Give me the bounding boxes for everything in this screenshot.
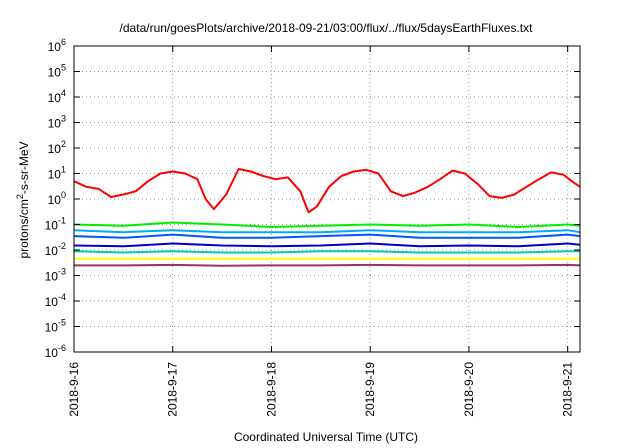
x-tick-label: 2018-9-19	[363, 362, 377, 417]
y-tick-base: 10	[45, 244, 59, 258]
y-tick-base: 10	[45, 346, 59, 360]
series-line-6	[73, 250, 580, 254]
y-tick-base: 10	[45, 321, 59, 335]
x-tick-label: 2018-9-18	[264, 362, 278, 417]
y-axis-label-sup: 2	[15, 194, 25, 199]
y-tick-labels: 10-610-510-410-310-210-11001011021031041…	[45, 37, 66, 360]
y-tick-exponent: -3	[58, 267, 66, 277]
x-tick-label: 2018-9-21	[561, 362, 575, 417]
y-tick-exponent: 1	[61, 165, 66, 175]
series-line-2	[73, 221, 581, 228]
y-tick-exponent: -6	[58, 343, 66, 353]
y-tick-label: 100	[48, 190, 66, 207]
y-tick-base: 10	[48, 66, 62, 80]
axis-ticks	[73, 45, 580, 353]
series-lines	[73, 168, 581, 267]
y-tick-label: 10-3	[45, 267, 66, 284]
grid-lines	[74, 46, 580, 352]
y-tick-base: 10	[48, 117, 62, 131]
y-tick-label: 10-2	[45, 241, 66, 258]
y-tick-label: 101	[48, 165, 66, 182]
chart-title: /data/run/goesPlots/archive/2018-09-21/0…	[120, 21, 534, 35]
y-axis-label: protons/cm2-s-sr-MeV	[15, 141, 31, 258]
y-tick-exponent: 0	[61, 190, 66, 200]
y-axis-label-rest: -s-sr-MeV	[17, 141, 31, 194]
y-tick-label: 103	[48, 114, 66, 131]
y-tick-base: 10	[45, 295, 59, 309]
y-tick-base: 10	[48, 168, 62, 182]
series-line-1	[73, 168, 581, 214]
y-tick-exponent: 6	[61, 37, 66, 47]
y-tick-exponent: 2	[61, 139, 66, 149]
y-tick-label: 104	[48, 88, 66, 105]
y-tick-label: 10-4	[45, 292, 66, 309]
x-tick-label: 2018-9-16	[67, 362, 81, 417]
x-tick-labels: 2018-9-16 2018-9-17 2018-9-18 2018-9-19 2018…	[67, 362, 575, 417]
y-tick-base: 10	[48, 142, 62, 156]
x-axis-label: Coordinated Universal Time (UTC)	[234, 430, 418, 444]
y-tick-base: 10	[48, 40, 62, 54]
y-tick-label: 106	[48, 37, 66, 54]
y-tick-label: 10-5	[45, 318, 66, 335]
series-line-4	[73, 233, 581, 239]
series-line-8	[74, 263, 581, 267]
y-tick-base: 10	[45, 270, 59, 284]
x-tick-label: 2018-9-20	[462, 362, 476, 417]
y-tick-exponent: 4	[61, 88, 66, 98]
y-tick-exponent: 5	[61, 63, 66, 73]
y-tick-base: 10	[48, 91, 62, 105]
series-line-5	[73, 242, 581, 248]
y-tick-base: 10	[45, 219, 59, 233]
series-line-3	[73, 229, 581, 234]
x-tick-label: 2018-9-17	[166, 362, 180, 417]
y-tick-exponent: -2	[58, 241, 66, 251]
y-tick-label: 10-6	[45, 343, 66, 360]
y-tick-base: 10	[48, 193, 62, 207]
y-tick-exponent: -5	[58, 318, 66, 328]
y-axis-label-base: protons/cm	[17, 199, 31, 258]
y-tick-label: 10-1	[45, 216, 66, 233]
y-tick-exponent: 3	[61, 114, 66, 124]
y-tick-exponent: -4	[58, 292, 66, 302]
y-tick-label: 102	[48, 139, 66, 156]
y-tick-label: 105	[48, 63, 66, 80]
y-tick-exponent: -1	[58, 216, 66, 226]
